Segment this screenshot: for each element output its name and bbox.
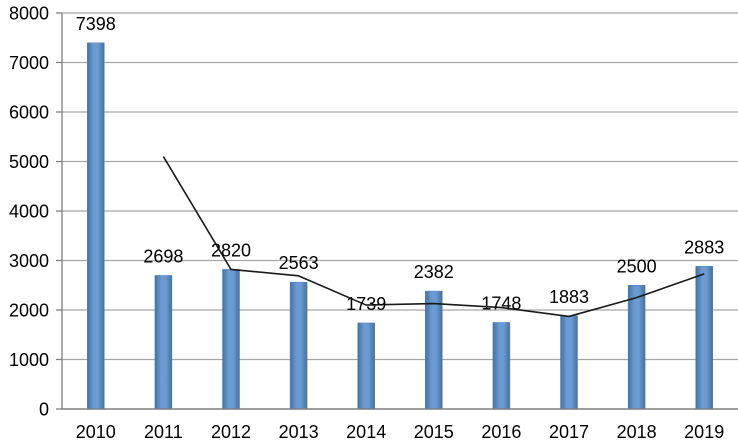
y-tick-label: 5000 [9,152,49,172]
trend-line-group [162,156,705,318]
gridlines [62,12,738,361]
y-tick-label: 4000 [9,202,49,222]
x-tick-label: 2011 [144,422,183,442]
bar [154,275,173,410]
data-label: 1739 [346,294,386,314]
x-tick-label: 2014 [346,422,386,442]
bar [87,42,105,410]
axes [56,12,738,410]
data-label: 2500 [617,256,657,276]
y-tick-label: 7000 [9,53,49,73]
bars [87,42,713,410]
data-label: 1748 [481,293,521,313]
data-label: 2883 [684,237,724,257]
bar [289,281,308,410]
y-tick-label: 2000 [9,301,49,321]
x-tick-label: 2010 [76,422,116,442]
x-tick-label: 2016 [481,422,521,442]
trend-line [162,156,705,318]
bar [357,322,375,410]
y-tick-label: 1000 [9,350,49,370]
x-tick-label: 2015 [414,422,454,442]
y-tick-label: 3000 [9,251,49,271]
labels: 0 1000 2000 3000 4000 5000 6000 7000 8000 2010 201… [9,4,724,443]
x-tick-label: 2017 [549,422,589,442]
data-label: 1883 [549,287,589,307]
data-label: 2563 [279,253,319,273]
data-label: 2698 [143,246,183,266]
bar [560,315,578,410]
bar [492,322,511,410]
x-tick-label: 2019 [684,422,724,442]
x-tick-label: 2013 [279,422,319,442]
data-label: 7398 [76,14,116,34]
x-tick-label: 2018 [617,422,657,442]
data-label: 2820 [211,240,251,260]
bar [695,266,713,410]
data-label: 2382 [414,262,454,282]
y-tick-label: 0 [39,400,49,420]
y-tick-label: 6000 [9,103,49,123]
x-tick-label: 2012 [211,422,251,442]
y-tick-label: 8000 [9,4,49,24]
bar [627,285,646,410]
bar [425,290,443,410]
bar [222,269,240,410]
